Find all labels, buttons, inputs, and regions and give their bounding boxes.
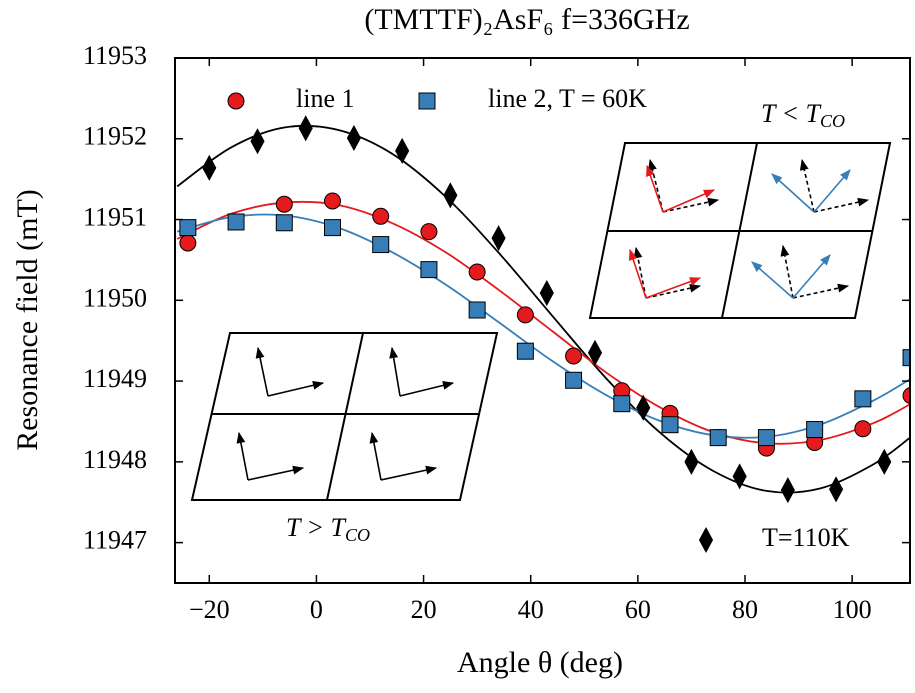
- x-tick-label: −20: [189, 595, 230, 624]
- y-axis-label: Resonance field (mT): [11, 189, 44, 451]
- marker: [324, 192, 341, 210]
- marker: [250, 128, 265, 155]
- marker: [395, 137, 410, 164]
- chart-title: (TMTTF)₂AsF₆ f=336GHz: [364, 3, 689, 36]
- marker: [516, 342, 534, 360]
- marker: [179, 234, 197, 252]
- legend-label: line 2, T = 60K: [488, 84, 647, 113]
- plot-frame: [174, 57, 911, 584]
- marker: [491, 225, 506, 252]
- marker: [732, 463, 747, 490]
- fit-curve: [176, 200, 910, 445]
- legend-marker: [418, 92, 436, 110]
- marker: [661, 416, 679, 434]
- marker: [443, 182, 458, 209]
- y-tick-label: 11953: [83, 41, 147, 70]
- marker: [636, 394, 651, 421]
- x-axis-label: Angle θ (deg): [457, 646, 623, 679]
- annotation: T > TCO: [286, 513, 370, 545]
- fit-curve: [176, 124, 910, 494]
- legend: line 1 line 2, T = 60K T=110K: [227, 84, 850, 554]
- x-tick-label: 40: [518, 595, 544, 624]
- marker: [902, 387, 910, 405]
- x-tick-label: 20: [411, 595, 437, 624]
- marker: [372, 207, 390, 225]
- marker: [757, 429, 775, 447]
- x-tick-label: 60: [625, 595, 651, 624]
- y-tick-label: 11952: [83, 122, 147, 151]
- x-tick-label: 100: [833, 595, 872, 624]
- marker: [829, 476, 844, 503]
- marker: [516, 306, 534, 324]
- marker: [275, 214, 293, 232]
- marker: [613, 395, 631, 413]
- marker: [372, 236, 390, 254]
- marker: [420, 261, 438, 279]
- x-tick-label: 0: [310, 595, 323, 624]
- y-tick-label: 11949: [83, 364, 147, 393]
- marker: [565, 347, 583, 365]
- legend-label: T=110K: [762, 523, 850, 552]
- marker: [684, 448, 699, 475]
- marker: [806, 421, 824, 439]
- marker: [324, 219, 341, 237]
- marker: [179, 219, 197, 237]
- marker: [539, 279, 554, 307]
- marker: [420, 223, 438, 241]
- marker: [202, 154, 217, 181]
- marker: [275, 195, 293, 213]
- marker: [565, 371, 583, 389]
- legend-marker: [227, 92, 245, 110]
- marker: [854, 390, 872, 408]
- annotation: T < TCO: [761, 99, 845, 131]
- y-tick-label: 11948: [83, 445, 147, 474]
- inset-low-temp: [588, 142, 892, 319]
- marker: [468, 263, 486, 281]
- marker: [346, 124, 361, 152]
- inset-low-temp-high: [190, 332, 499, 501]
- marker: [227, 213, 245, 231]
- fit-curve: [176, 213, 910, 439]
- legend-marker: [698, 526, 714, 554]
- marker: [587, 339, 603, 366]
- marker: [854, 420, 872, 438]
- y-tick-label: 11950: [83, 283, 147, 312]
- y-tick-label: 11951: [83, 203, 147, 232]
- legend-label: line 1: [296, 84, 355, 113]
- marker: [468, 301, 486, 319]
- y-tick-label: 11947: [83, 526, 147, 555]
- x-tick-label: 80: [732, 595, 758, 624]
- marker: [877, 448, 892, 475]
- marker: [298, 115, 313, 142]
- marker: [902, 349, 910, 367]
- marker: [780, 477, 795, 504]
- marker: [709, 429, 727, 447]
- plot-area: [176, 115, 910, 504]
